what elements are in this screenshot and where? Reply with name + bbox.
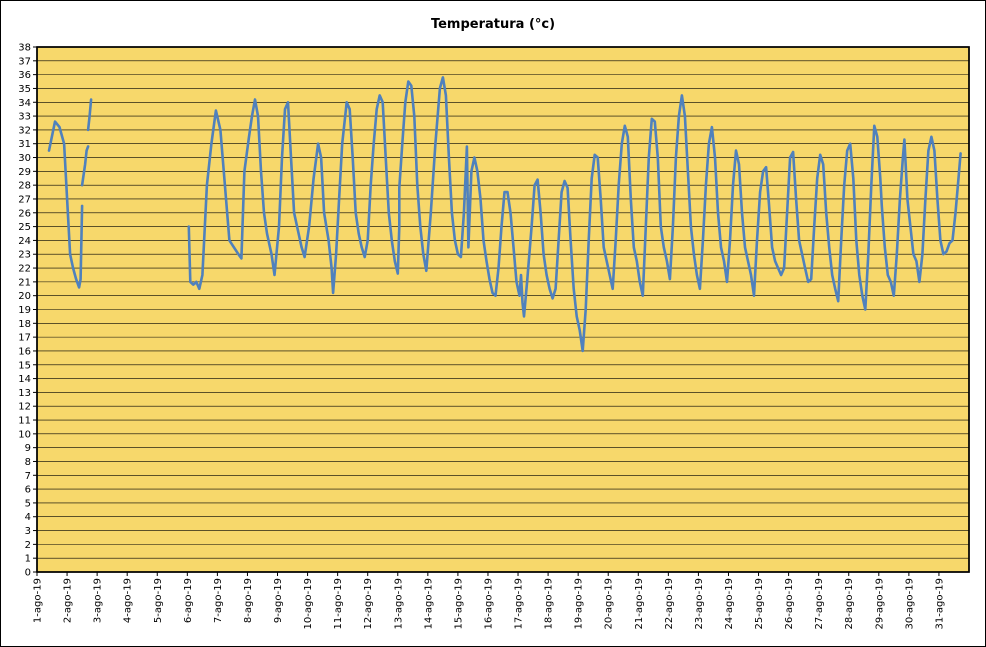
x-tick-label: 20-ago-19 [604,578,615,629]
x-tick-label: 23-ago-19 [694,578,705,629]
y-tick-label: 30 [18,153,31,164]
x-tick-label: 4-ago-19 [123,578,134,623]
x-tick-label: 31-ago-19 [934,578,945,629]
y-tick-label: 3 [25,526,31,537]
y-tick-label: 37 [18,56,31,67]
chart-title: Temperatura (°c) [431,17,555,32]
y-tick-label: 18 [18,319,31,330]
y-tick-label: 24 [18,236,31,247]
x-tick-label: 28-ago-19 [844,578,855,629]
x-tick-label: 1-ago-19 [33,578,44,623]
y-tick-label: 9 [25,443,31,454]
y-tick-label: 31 [18,139,31,150]
x-axis: 1-ago-19 2-ago-19 3-ago-19 4-ago-19 5-ago-19… [33,572,945,629]
y-tick-label: 36 [18,70,31,81]
x-tick-label: 7-ago-19 [213,578,224,623]
x-tick-label: 19-ago-19 [574,578,585,629]
temperature-series-line [187,76,962,353]
temperature-series-line [80,145,90,187]
x-tick-label: 30-ago-19 [904,578,915,629]
y-tick-label: 27 [18,194,31,205]
y-tick-label: 1 [25,554,31,565]
x-tick-label: 13-ago-19 [393,578,404,629]
x-tick-label: 6-ago-19 [183,578,194,623]
y-tick-label: 4 [25,512,31,523]
temperature-series-line [47,120,84,289]
x-tick-label: 16-ago-19 [483,578,494,629]
y-tick-label: 15 [18,360,31,371]
y-tick-label: 11 [18,416,31,427]
x-tick-label: 9-ago-19 [273,578,284,623]
y-tick-label: 10 [18,429,31,440]
y-tick-label: 12 [18,402,31,413]
series-group [47,76,962,353]
x-tick-label: 3-ago-19 [93,578,104,623]
y-tick-label: 33 [18,112,31,123]
x-tick-label: 17-ago-19 [514,578,525,629]
y-tick-label: 32 [18,125,31,136]
y-tick-label: 0 [25,568,31,579]
x-tick-label: 8-ago-19 [243,578,254,623]
y-tick-label: 19 [18,305,31,316]
y-tick-label: 29 [18,167,31,178]
x-tick-label: 26-ago-19 [784,578,795,629]
y-tick-label: 25 [18,222,31,233]
y-tick-label: 8 [25,457,31,468]
temperature-series-line [86,98,93,132]
y-tick-label: 2 [25,540,31,551]
x-tick-label: 5-ago-19 [153,578,164,623]
x-tick-label: 29-ago-19 [874,578,885,629]
y-tick-label: 7 [25,471,31,482]
y-tick-label: 6 [25,485,31,496]
plot-border [36,46,970,573]
y-tick-label: 22 [18,264,31,275]
x-tick-label: 22-ago-19 [664,578,675,629]
y-tick-label: 13 [18,388,31,399]
y-axis: 0123456789101112131415161718192021222324… [18,43,37,579]
x-tick-label: 10-ago-19 [303,578,314,629]
y-tick-label: 23 [18,250,31,261]
x-tick-label: 14-ago-19 [423,578,434,629]
x-tick-label: 27-ago-19 [814,578,825,629]
x-tick-label: 25-ago-19 [754,578,765,629]
x-tick-label: 15-ago-19 [453,578,464,629]
gridlines [37,60,969,559]
y-tick-label: 16 [18,346,31,357]
y-tick-label: 20 [18,291,31,302]
x-tick-label: 21-ago-19 [634,578,645,629]
y-tick-label: 21 [18,277,31,288]
y-tick-label: 14 [18,374,31,385]
y-tick-label: 38 [18,43,31,54]
y-tick-label: 34 [18,98,31,109]
y-tick-label: 28 [18,181,31,192]
x-tick-label: 24-ago-19 [724,578,735,629]
x-tick-label: 2-ago-19 [63,578,74,623]
y-tick-label: 35 [18,84,31,95]
x-tick-label: 11-ago-19 [333,578,344,629]
y-tick-label: 5 [25,498,31,509]
x-tick-label: 12-ago-19 [363,578,374,629]
x-tick-label: 18-ago-19 [544,578,555,629]
y-tick-label: 17 [18,333,31,344]
y-tick-label: 26 [18,208,31,219]
